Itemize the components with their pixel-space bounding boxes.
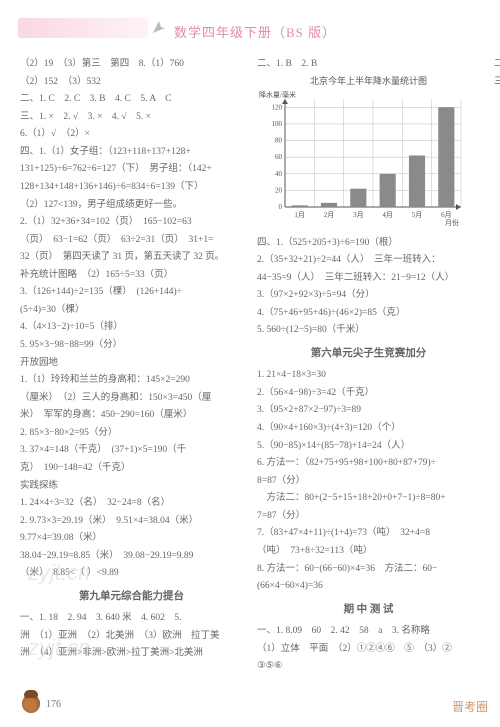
answer-line: 7=87（分） (257, 508, 480, 526)
answer-line: 4.（90×4+160×3)÷(4+3)=120（个） (257, 420, 480, 438)
answer-line: 3.（126+144)÷2=135（棵） (126+144)÷ (20, 284, 243, 302)
answer-line: （2）152 （3）532 (20, 74, 243, 92)
header-arrow-icon (150, 18, 168, 41)
answer-line: 洲 （1）亚洲 （2）北美洲 （3）欧洲 拉丁美 (20, 628, 243, 646)
svg-text:20: 20 (275, 186, 283, 194)
answer-line: (66×4−60×4)=36 (257, 578, 480, 596)
answer-line: 8=87（分） (257, 473, 480, 491)
answer-line: （厘米） （2）三人的身高和：150×3=450（厘 (20, 390, 243, 408)
answer-line: 1.（1）玲玲和兰兰的身高和：145×2=290 (20, 372, 243, 390)
answer-line: 方法二：80+(2−5+15+18+20+0+7−1)÷8=80+ (257, 490, 480, 508)
answer-line: 四、1.（1）女子组：（123+118+137+128+ (20, 144, 243, 162)
answer-line: 四、1.（525+205+3)÷6=190（根） (257, 235, 480, 253)
answer-line: 克） 190−148=42（千克） (20, 460, 243, 478)
answer-line: 二、1. B 2. B (257, 56, 480, 74)
answer-line: （吨） 73+8÷32=113（吨） (257, 543, 480, 561)
svg-text:120: 120 (272, 103, 283, 111)
svg-text:降水量/毫米: 降水量/毫米 (259, 90, 296, 99)
answer-line: （1）立体 平面 （2）①②④⑥ ⑤ （3）② (257, 641, 480, 659)
answer-line: 补充统计图略 （2）165÷5=33（页） (20, 267, 243, 285)
svg-text:1月: 1月 (294, 211, 305, 219)
svg-text:100: 100 (272, 119, 283, 127)
answer-line: 2.（35+32+21)÷2=44（人） 三年一班转入： (257, 252, 480, 270)
answer-line: 三、1. × 2. √ 3. √ 4. × 5. √ 6. × (494, 74, 500, 92)
answer-line: 一、1. 8.09 60 2. 42 58 a 3. 名称略 (257, 623, 480, 641)
answer-line: 三、1. × 2. √ 3. × 4. √ 5. × (20, 109, 243, 127)
answer-line: (5÷4)=30（棵） (20, 302, 243, 320)
answer-line: 5. 95×3−98−88=99（分） (20, 337, 243, 355)
answer-line: ③⑤⑥ (257, 658, 480, 676)
answer-line: 米） 军军的身高：450−290=160（厘米） (20, 407, 243, 425)
acorn-icon (22, 695, 40, 713)
unit9-heading: 第九单元综合能力提台 (20, 587, 243, 606)
section-open: 开放园地 (20, 355, 243, 373)
stamp-text: 晋考圈 (452, 698, 488, 715)
answer-line: 1. 21×4−18×3=30 (257, 367, 480, 385)
answer-line: 2.（1）32+36+34=102（页） 165−102=63 (20, 214, 243, 232)
content-columns: （2）19 （3）第三 第四 8.（1）760 （2）152 （3）532 二、… (20, 56, 480, 676)
svg-text:80: 80 (275, 136, 283, 144)
answer-line: （2）127<139，男子组成绩更好一些。 (20, 197, 243, 215)
answer-line: （2）19 （3）第三 第四 8.（1）760 (20, 56, 243, 74)
answer-line: 38.04−29.19=8.85（米） 39.08−29.19=9.89 (20, 548, 243, 566)
answer-line: 2. 85×3−80×2=95（分） (20, 425, 243, 443)
answer-line: 32（页） 第四天读了 31 页，第五天读了 32 页。 (20, 249, 243, 267)
answer-line: 6. 方法一：（82+75+95+98+100+80+87+79)÷ (257, 455, 480, 473)
answer-line: 131+125)÷6=762÷6=127（下） 男子组：（142+ (20, 161, 243, 179)
svg-text:月份: 月份 (445, 218, 459, 227)
svg-text:5月: 5月 (412, 211, 423, 219)
chart-canvas: 降水量/毫米 0 20 40 60 80 100 120 1月 2月 3月 4月 5月 6月月份 (257, 89, 467, 229)
answer-line: 1. 24×4÷3=32（名） 32−24=8（名） (20, 495, 243, 513)
svg-text:3月: 3月 (353, 211, 364, 219)
header-banner (18, 18, 148, 38)
answer-line: 44−35=9（人） 三年二班转入：21−9=12（人） (257, 270, 480, 288)
answer-line: 9.77×4=39.08（米） (20, 530, 243, 548)
svg-text:40: 40 (275, 169, 283, 177)
answer-line: 二、1. B 2. ABCD 3. A 4. B 5. C (494, 56, 500, 74)
rainfall-chart: 北京今年上半年降水量统计图 降水量/毫米 0 20 40 60 80 100 120 1月 2月 3… (257, 74, 480, 229)
answer-line: 6.（1）√ （2）× (20, 126, 243, 144)
answer-line: 3.（95×2+87×2−97)÷3=89 (257, 402, 480, 420)
answer-line: 3. 37×4=148（千克） (37+1)×5=190（千 (20, 442, 243, 460)
answer-line: 128+134+148+136+146)÷6=834÷6=139（下） (20, 179, 243, 197)
answer-line: 7.（83+47×4+11)÷(1+4)=73（吨） 32+4=8 (257, 525, 480, 543)
svg-text:4月: 4月 (382, 211, 393, 219)
answer-line: 一、1. 18 2. 94 3. 640 米 4. 602 5. (20, 610, 243, 628)
svg-text:6月: 6月 (441, 211, 452, 219)
answer-line: （页） 63−1=62（页） 63÷2=31（页） 31+1= (20, 232, 243, 250)
answer-line: 5. 560÷(12−5)=80（千米） (257, 322, 480, 340)
unit6-heading: 第六单元尖子生竞赛加分 (257, 344, 480, 363)
answer-line: 2.（56×4−98)÷3=42（千克） (257, 385, 480, 403)
svg-text:0: 0 (279, 203, 283, 211)
midterm-heading: 期 中 测 试 (257, 600, 480, 619)
page-title: 数学四年级下册（BS 版） (174, 22, 336, 41)
answer-line: （米） 8.85<（ ）<9.89 (20, 565, 243, 583)
answer-line: 3.（97×2+92×3)÷5=94（分） (257, 287, 480, 305)
answer-line: 4.（75+46+95+46)÷(46×2)=85（克） (257, 305, 480, 323)
answer-line: 5.（90−85)×14÷(85−78)+14=24（人） (257, 438, 480, 456)
section-practice: 实践探练 (20, 478, 243, 496)
chart-title: 北京今年上半年降水量统计图 (257, 74, 480, 87)
svg-text:60: 60 (275, 153, 283, 161)
svg-text:2月: 2月 (324, 211, 335, 219)
answer-line: 4.（4×13−2)÷10=5（排） (20, 319, 243, 337)
answer-line: 8. 方法一：60−(66−60)×4=36 方法二：60− (257, 561, 480, 579)
page-number: 176 (46, 699, 61, 710)
answer-line: 二、1. C 2. C 3. B 4. C 5. A C (20, 91, 243, 109)
answer-line: 2. 9.73×3=29.19（米） 9.51×4=38.04（米） (20, 513, 243, 531)
answer-line: 洲 （4）亚洲>非洲>欧洲>拉丁美洲>北美洲 (20, 645, 243, 663)
